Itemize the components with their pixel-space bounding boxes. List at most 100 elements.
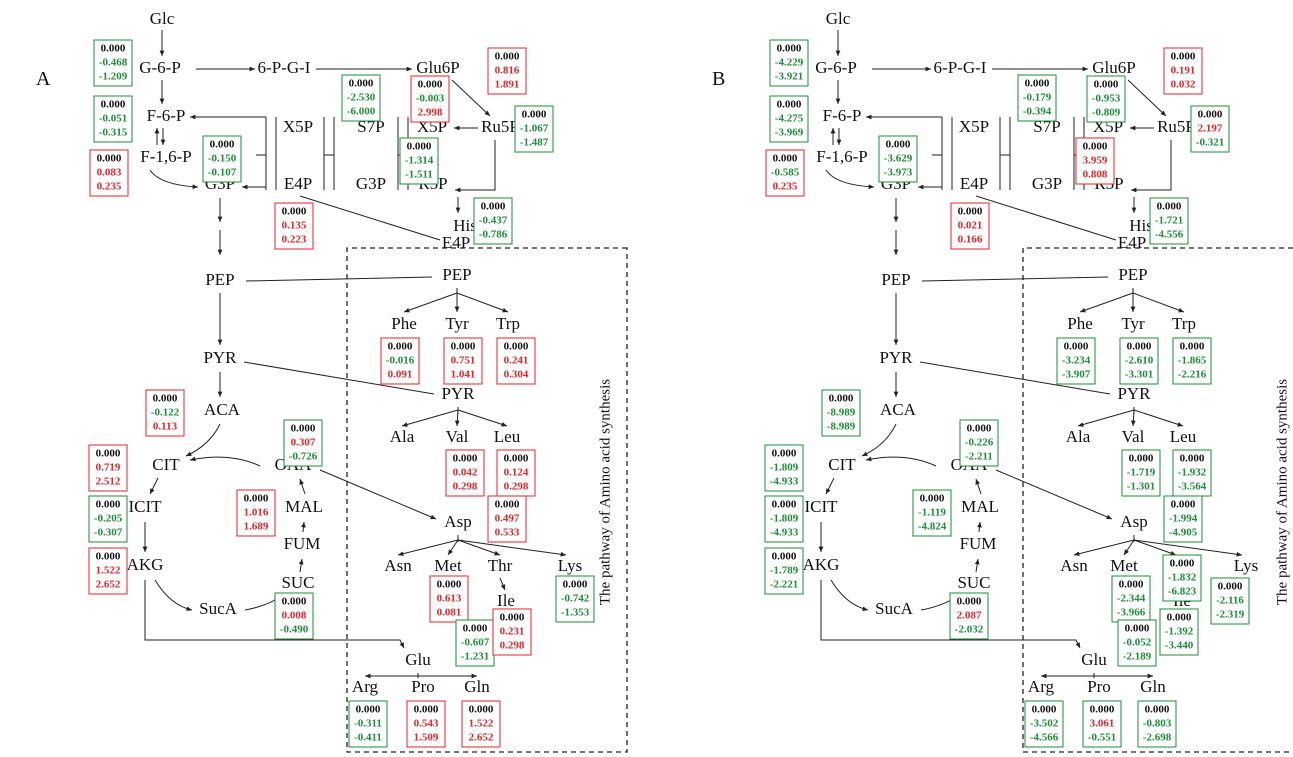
value: 0.021 xyxy=(958,220,983,232)
value-box xyxy=(89,149,129,197)
metabolite: PYR xyxy=(203,348,237,367)
value: -1.789 xyxy=(770,565,799,577)
value: -4.556 xyxy=(1155,229,1184,241)
value: 0.000 xyxy=(1094,79,1119,91)
value-box xyxy=(1119,337,1159,385)
value-box xyxy=(473,197,513,245)
value: 0.000 xyxy=(291,423,316,435)
metabolite: PEP xyxy=(205,270,234,289)
metabolite: X5P xyxy=(959,117,989,136)
value: 0.000 xyxy=(451,341,476,353)
arrow xyxy=(456,292,509,313)
value: -2.319 xyxy=(1216,609,1245,621)
metabolite: Ru5P xyxy=(1157,117,1195,136)
metabolite: CIT xyxy=(152,455,180,474)
arrow xyxy=(455,140,496,193)
value: 0.000 xyxy=(101,99,126,111)
metabolite: AKG xyxy=(127,555,164,574)
value: -1.119 xyxy=(918,507,946,519)
value: -2.032 xyxy=(955,624,984,636)
metabolite: Leu xyxy=(1170,427,1197,446)
value: 0.166 xyxy=(958,234,983,246)
arrow xyxy=(865,456,937,467)
value-box xyxy=(514,105,554,153)
value-box xyxy=(1086,75,1126,123)
metabolite: Met xyxy=(1110,556,1138,575)
value: 0.000 xyxy=(777,43,802,55)
arrow xyxy=(1133,409,1184,427)
value: -4.566 xyxy=(1030,732,1059,744)
value-box xyxy=(764,444,804,492)
value: -3.969 xyxy=(775,127,804,139)
value: 0.000 xyxy=(1125,623,1150,635)
value: 0.000 xyxy=(1218,581,1243,593)
arrow xyxy=(830,579,869,612)
arrow xyxy=(243,361,435,395)
metabolite: Glu xyxy=(1081,650,1107,669)
value: 0.231 xyxy=(500,626,525,638)
value-box xyxy=(88,495,128,543)
arrow xyxy=(919,361,1111,395)
value: -0.315 xyxy=(99,127,128,139)
value: 0.000 xyxy=(388,341,413,353)
value: -4.905 xyxy=(1169,527,1198,539)
arrow xyxy=(451,79,491,117)
value: -0.411 xyxy=(354,732,382,744)
value: 0.083 xyxy=(97,167,122,179)
arrow xyxy=(825,477,835,495)
value: 0.000 xyxy=(282,206,307,218)
value-box xyxy=(1056,337,1096,385)
arrow xyxy=(397,539,459,557)
value: 0.000 xyxy=(153,393,178,405)
value: -0.179 xyxy=(1023,92,1052,104)
value: -2.116 xyxy=(1216,595,1244,607)
value-box xyxy=(1172,449,1212,497)
metabolite: Asp xyxy=(444,512,471,531)
value: -0.321 xyxy=(1196,137,1224,149)
arrow xyxy=(298,558,304,573)
value: 2.998 xyxy=(418,107,443,119)
value: -3.973 xyxy=(884,167,913,179)
metabolite: SucA xyxy=(199,599,238,618)
panel-label: A xyxy=(36,68,51,90)
value: -0.803 xyxy=(1143,718,1172,730)
arrow xyxy=(149,169,199,190)
value-box xyxy=(429,575,469,623)
value: 2.087 xyxy=(957,610,982,622)
value: -1.209 xyxy=(99,71,128,83)
arrow xyxy=(154,579,193,612)
arrow xyxy=(921,276,1109,282)
value: -0.394 xyxy=(1023,106,1052,118)
value: -6.823 xyxy=(1168,586,1197,598)
metabolite: G3P xyxy=(1032,174,1062,193)
value: 0.000 xyxy=(829,393,854,405)
metabolite: Gln xyxy=(464,677,490,696)
value: 0.000 xyxy=(1083,141,1108,153)
value: -1.231 xyxy=(461,651,489,663)
arrow xyxy=(820,580,1081,649)
metabolite: SUC xyxy=(957,573,990,592)
arrow xyxy=(299,478,306,495)
value: 0.223 xyxy=(282,234,307,246)
arrow xyxy=(1133,539,1177,556)
value-box xyxy=(236,489,276,537)
value-box xyxy=(443,337,483,385)
value: 0.000 xyxy=(282,596,307,608)
value: 0.000 xyxy=(244,493,269,505)
metabolite: Trp xyxy=(1172,314,1196,333)
value: -0.468 xyxy=(99,57,128,69)
metabolite: E4P xyxy=(442,233,470,252)
metabolite: PEP xyxy=(1118,265,1147,284)
value: -1.809 xyxy=(770,513,799,525)
value: 0.298 xyxy=(504,481,529,493)
arrow xyxy=(1132,292,1185,313)
value: -2.211 xyxy=(965,451,993,463)
value: -2.610 xyxy=(1125,355,1154,367)
value: -3.301 xyxy=(1125,369,1153,381)
metabolite: S7P xyxy=(1033,117,1060,136)
value-box xyxy=(445,449,485,497)
value: -0.953 xyxy=(1092,93,1121,105)
value: -2.698 xyxy=(1143,732,1172,744)
value: 0.000 xyxy=(469,704,494,716)
value-box xyxy=(1163,47,1203,95)
